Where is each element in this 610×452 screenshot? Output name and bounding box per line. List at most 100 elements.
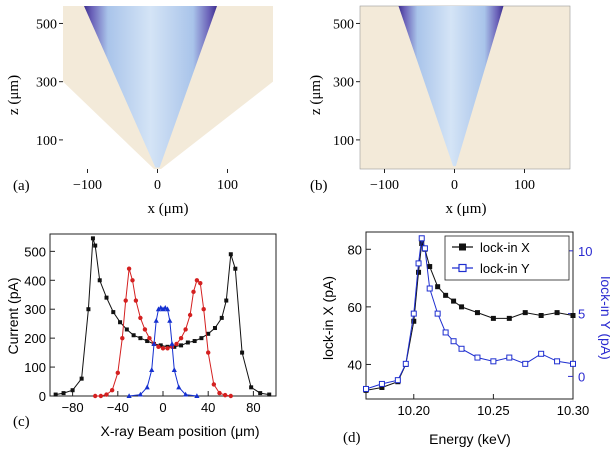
data-point-filled-square bbox=[570, 313, 576, 318]
data-point-circle bbox=[138, 315, 143, 321]
y-tick-label: 40 bbox=[348, 357, 362, 372]
data-point-square bbox=[118, 320, 123, 325]
data-point-triangle bbox=[153, 317, 159, 323]
data-point-circle bbox=[201, 307, 206, 312]
data-point-open-square bbox=[363, 385, 369, 392]
panel-b-label: (b) bbox=[310, 178, 328, 194]
panel-a-corner-left bbox=[63, 81, 154, 169]
data-point-square bbox=[70, 388, 75, 393]
data-point-circle bbox=[133, 298, 139, 303]
data-point-square bbox=[111, 310, 116, 315]
data-point-square bbox=[79, 376, 84, 381]
data-point-circle bbox=[123, 298, 128, 303]
data-point-square bbox=[158, 343, 163, 348]
x-tick-label: 0 bbox=[159, 400, 166, 415]
data-point-square bbox=[212, 326, 217, 331]
legend-marker-x bbox=[459, 243, 466, 251]
data-point-filled-square bbox=[506, 315, 512, 321]
y-tick-label: 100 bbox=[333, 134, 354, 149]
panel-d-ylabel: lock-in X (pA) bbox=[320, 276, 336, 360]
data-point-triangle bbox=[176, 384, 182, 390]
x-tick-label: 100 bbox=[514, 178, 535, 193]
data-point-triangle bbox=[183, 391, 189, 397]
data-point-circle bbox=[198, 280, 203, 286]
data-point-circle bbox=[115, 370, 121, 376]
y-tick-label: 100 bbox=[24, 360, 46, 375]
panel-c: 0 100 200 300 400 500 −80 −40 0 40 80 Current (pA)… bbox=[5, 233, 277, 439]
data-point-circle bbox=[178, 335, 184, 341]
data-point-open-square bbox=[426, 285, 433, 292]
x-tick-label: −40 bbox=[107, 400, 129, 415]
panel-c-xlabel: X-ray Beam position (μm) bbox=[101, 423, 260, 439]
data-point-filled-square bbox=[554, 310, 560, 316]
data-point-open-square bbox=[570, 360, 576, 367]
data-point-square bbox=[93, 243, 98, 248]
x-tick-label: −100 bbox=[73, 178, 102, 193]
data-point-triangle bbox=[155, 306, 162, 312]
y2-tick-label: 10 bbox=[578, 244, 592, 259]
data-point-triangle bbox=[169, 341, 175, 346]
y2-tick-label: 5 bbox=[578, 307, 585, 322]
y-tick-label: 500 bbox=[24, 244, 46, 259]
y-tick-label: 300 bbox=[24, 302, 46, 317]
panel-a-label: (a) bbox=[13, 178, 30, 194]
data-point-open-square bbox=[378, 380, 385, 387]
data-point-circle bbox=[142, 327, 148, 332]
data-point-triangle bbox=[167, 317, 173, 323]
data-point-filled-square bbox=[522, 310, 528, 316]
data-point-circle bbox=[183, 327, 188, 332]
data-point-circle bbox=[93, 393, 98, 399]
series-line-0 bbox=[55, 238, 270, 396]
data-point-square bbox=[228, 252, 233, 257]
data-point-circle bbox=[191, 289, 196, 295]
y-tick-label: 300 bbox=[36, 76, 57, 91]
data-point-square bbox=[219, 315, 224, 320]
data-point-filled-square bbox=[443, 292, 449, 298]
data-point-triangle bbox=[164, 306, 171, 312]
data-point-circle bbox=[147, 335, 152, 341]
y-tick-label: 200 bbox=[24, 331, 46, 346]
x-tick-label: 0 bbox=[451, 178, 458, 193]
panel-c-ylabel: Current (pA) bbox=[5, 277, 21, 354]
y-tick-label: 60 bbox=[348, 300, 362, 315]
series-line-2 bbox=[129, 307, 197, 397]
data-point-square bbox=[206, 331, 211, 336]
x-tick-label: −80 bbox=[62, 400, 84, 415]
data-point-open-square bbox=[522, 360, 529, 367]
data-point-circle bbox=[104, 392, 109, 397]
data-point-filled-square bbox=[490, 315, 496, 321]
data-point-circle bbox=[126, 266, 132, 271]
data-point-filled-square bbox=[459, 304, 465, 310]
data-point-filled-square bbox=[411, 318, 417, 324]
data-point-triangle bbox=[149, 367, 155, 372]
data-point-square bbox=[267, 392, 272, 397]
data-point-filled-square bbox=[427, 264, 433, 270]
panel-b: 100 300 500 −100 0 100 z (μm) x (μm) (b) bbox=[308, 5, 571, 217]
data-point-open-square bbox=[402, 360, 409, 367]
data-point-square bbox=[124, 327, 129, 332]
data-point-square bbox=[138, 336, 143, 341]
y-tick-label: 500 bbox=[36, 17, 57, 32]
panel-d: 40 60 80 0 5 10 10.20 10.25 10.30 lock-in X lock… bbox=[320, 231, 610, 447]
data-point-circle bbox=[228, 393, 233, 399]
data-point-circle bbox=[211, 382, 217, 387]
data-point-circle bbox=[217, 390, 222, 396]
data-point-square bbox=[224, 298, 229, 303]
data-point-square bbox=[179, 343, 184, 348]
data-point-square bbox=[90, 236, 95, 241]
data-point-triangle bbox=[151, 341, 157, 346]
x-tick-label: 10.20 bbox=[397, 403, 430, 418]
panel-a-corner-right bbox=[161, 81, 273, 169]
data-point-open-square bbox=[458, 345, 465, 352]
x-tick-label: 0 bbox=[154, 178, 161, 193]
y-tick-label: 100 bbox=[36, 134, 57, 149]
data-point-circle bbox=[187, 312, 193, 318]
data-point-square bbox=[172, 344, 177, 349]
data-point-filled-square bbox=[451, 298, 457, 304]
data-point-circle bbox=[109, 388, 115, 393]
data-point-filled-square bbox=[474, 310, 480, 316]
data-point-filled-square bbox=[538, 313, 544, 318]
data-point-square bbox=[185, 340, 190, 345]
data-point-circle bbox=[194, 278, 200, 283]
